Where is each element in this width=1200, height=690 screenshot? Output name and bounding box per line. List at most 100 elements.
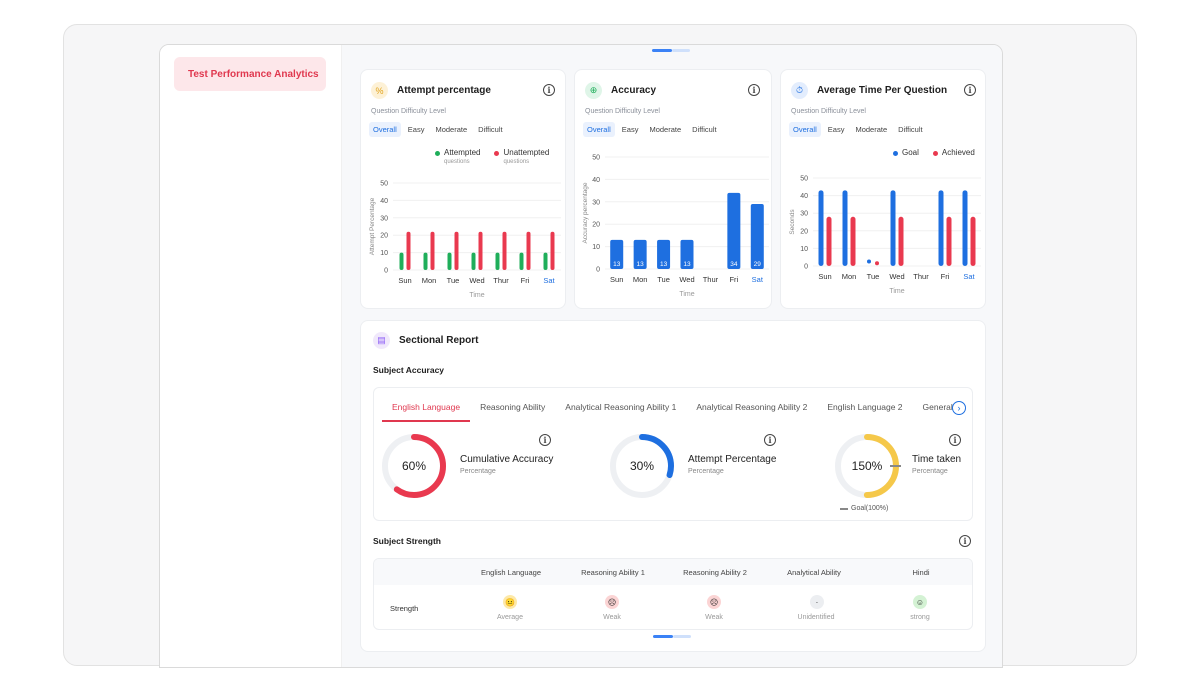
scroll-indicator-track [673, 635, 691, 638]
subject-accuracy-title: Subject Accuracy [373, 365, 445, 375]
x-tick-label: Sun [398, 276, 411, 285]
x-tick-label: Thur [703, 275, 719, 284]
ring-value: 150% [852, 459, 883, 473]
x-tick-label: Wed [889, 272, 904, 281]
column-header: Reasoning Ability 2 [683, 568, 747, 577]
x-axis-label: Time [679, 291, 694, 298]
bar [818, 190, 824, 266]
sectional-title: Sectional Report [399, 335, 479, 346]
info-icon[interactable]: i [543, 84, 555, 96]
bar [890, 190, 896, 266]
difficulty-label: Question Difficulty Level [585, 108, 660, 115]
strength-value: Average [497, 614, 523, 621]
x-tick-label: Fri [521, 276, 530, 285]
tab-difficult[interactable]: Difficult [898, 125, 923, 134]
bar [826, 216, 832, 266]
tab-overall[interactable]: Overall [789, 122, 821, 137]
bar [842, 190, 848, 266]
info-icon[interactable]: i [539, 434, 551, 446]
clipboard-icon: ▤ [373, 332, 390, 349]
y-tick-label: 50 [592, 155, 600, 162]
tab-reasoning-ability[interactable]: Reasoning Ability [480, 402, 546, 412]
info-icon[interactable]: i [959, 535, 971, 547]
tab-analytical-reasoning-1[interactable]: Analytical Reasoning Ability 1 [565, 402, 677, 412]
tab-difficult[interactable]: Difficult [692, 125, 717, 134]
subject-strength-table: English Language Reasoning Ability 1 Rea… [373, 558, 973, 630]
info-icon[interactable]: i [949, 434, 961, 446]
y-tick-label: 10 [800, 246, 808, 253]
subject-tabs: English Language Reasoning Ability Analy… [382, 394, 963, 422]
legend-label: Achieved [941, 148, 975, 157]
data-point [875, 261, 879, 266]
y-tick-label: 0 [804, 264, 808, 271]
y-tick-label: 20 [380, 233, 388, 240]
x-tick-label: Tue [867, 272, 880, 281]
legend-item-unattempted: Unattempted questions [494, 148, 549, 166]
subject-accuracy-panel: English Language Reasoning Ability Analy… [373, 387, 973, 521]
bar [633, 239, 647, 269]
column-header: English Language [480, 568, 542, 577]
info-icon[interactable]: i [764, 434, 776, 446]
average-face-icon: 😐 [503, 595, 517, 609]
ring-progress [382, 434, 446, 498]
x-axis-label: Time [469, 292, 484, 299]
y-tick-label: 0 [596, 267, 600, 274]
x-tick-label: Sun [610, 275, 623, 284]
chart-legend: Attempted questions Unattempted questions [435, 148, 549, 166]
average-time-chart: 0 10 20 30 40 50 Seconds Sun Mon Tue Wed Thur Fri Sat… [789, 176, 981, 295]
bar [447, 252, 452, 270]
bar [550, 231, 555, 270]
info-icon[interactable]: i [964, 84, 976, 96]
bar [399, 252, 404, 270]
x-tick-label: Thur [493, 276, 509, 285]
metric-sub: Percentage [912, 468, 948, 475]
tab-easy[interactable]: Easy [827, 125, 845, 134]
app-window: Test Performance Analytics % Attempt per… [159, 44, 1003, 668]
x-tick-label: Sat [963, 272, 975, 281]
y-tick-label: 50 [800, 176, 808, 183]
chevron-right-icon[interactable]: › [952, 401, 966, 415]
y-axis-label: Seconds [789, 209, 796, 235]
bar-value-label: 13 [660, 261, 668, 268]
sidebar-item-test-performance-analytics[interactable]: Test Performance Analytics [174, 57, 326, 91]
tab-analytical-reasoning-2[interactable]: Analytical Reasoning Ability 2 [696, 402, 808, 412]
unidentified-face-icon: · [810, 595, 824, 609]
info-icon[interactable]: i [748, 84, 760, 96]
x-tick-label: Sun [818, 272, 831, 281]
bar [423, 252, 428, 270]
tab-overall[interactable]: Overall [583, 122, 615, 137]
x-tick-label: Sat [752, 275, 764, 284]
bar [430, 231, 435, 270]
legend-label: Attempted [444, 148, 481, 157]
bar [471, 252, 476, 270]
difficulty-tabs: Overall Easy Moderate Difficult [789, 122, 927, 137]
column-header: Reasoning Ability 1 [581, 568, 645, 577]
tab-general[interactable]: General [922, 402, 953, 412]
tab-english-language[interactable]: English Language [382, 394, 471, 422]
tab-easy[interactable]: Easy [621, 125, 639, 134]
card-title: Average Time Per Question [817, 85, 948, 96]
y-tick-label: 40 [592, 177, 600, 184]
strong-face-icon: ☺ [913, 595, 927, 609]
difficulty-tabs: Overall Easy Moderate Difficult [583, 122, 721, 137]
accuracy-card: ⊕ Accuracy i Question Difficulty Level O… [574, 69, 772, 309]
legend-item-attempted: Attempted questions [435, 148, 480, 166]
tab-moderate[interactable]: Moderate [855, 125, 888, 134]
tab-moderate[interactable]: Moderate [435, 125, 468, 134]
metric-sub: Percentage [460, 468, 496, 475]
y-axis-label: Attempt Percentage [369, 197, 376, 255]
card-title: Accuracy [611, 85, 657, 96]
row-label: Strength [390, 604, 419, 613]
strength-value: Weak [705, 614, 723, 621]
y-tick-label: 30 [380, 215, 388, 222]
bar [727, 192, 741, 269]
tab-overall[interactable]: Overall [369, 122, 401, 137]
tab-english-language-2[interactable]: English Language 2 [827, 402, 903, 412]
bar-value-label: 29 [754, 261, 762, 268]
weak-face-icon: ☹ [707, 595, 721, 609]
average-time-card: ⏱ Average Time Per Question i Question D… [780, 69, 986, 309]
tab-easy[interactable]: Easy [407, 125, 425, 134]
tab-difficult[interactable]: Difficult [478, 125, 503, 134]
bar [850, 216, 856, 266]
tab-moderate[interactable]: Moderate [649, 125, 682, 134]
